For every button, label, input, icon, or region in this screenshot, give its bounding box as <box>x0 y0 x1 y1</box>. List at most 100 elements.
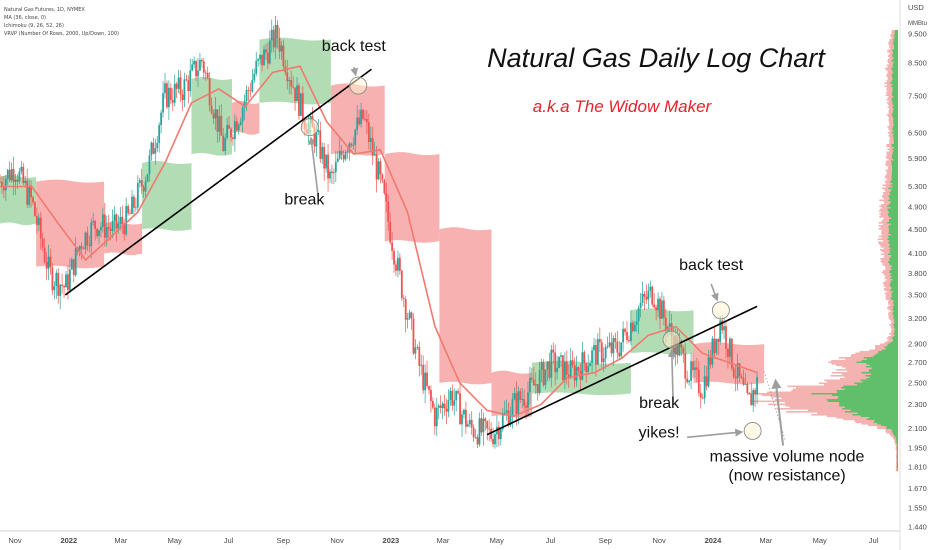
candle-body <box>344 152 347 160</box>
candle-body <box>488 428 491 430</box>
candle-body <box>612 337 615 354</box>
annotation-label-5: massive volume node <box>710 449 865 466</box>
candle-body <box>585 363 588 372</box>
volume-bar-down <box>889 141 898 143</box>
volume-bar-up <box>890 282 898 284</box>
candle-body <box>280 45 283 52</box>
volume-bar-up <box>892 313 898 316</box>
volume-bar-up <box>861 360 898 362</box>
y-tick-label: 6.500 <box>908 129 927 138</box>
candle-body <box>164 83 166 94</box>
volume-bar-up <box>866 358 898 361</box>
candle-body <box>257 58 260 61</box>
candle-body <box>721 320 724 331</box>
volume-bar-up <box>874 420 898 422</box>
trendline-0 <box>64 68 372 296</box>
candle-body <box>220 115 223 136</box>
candle-body <box>266 52 269 64</box>
volume-bar-up <box>838 396 898 398</box>
volume-bar-up <box>893 52 898 55</box>
candle-body <box>628 340 630 342</box>
candle-body <box>754 390 757 395</box>
volume-bar-up <box>888 214 898 217</box>
volume-bar-up <box>836 390 898 392</box>
candle-body <box>694 367 696 371</box>
volume-bar-down <box>888 315 898 317</box>
volume-bar-up <box>892 70 898 73</box>
y-axis-ticks: 9.500 8.500 7.500 6.500 5.900 5.300 4.900 4.500… <box>908 30 927 532</box>
volume-bar-up <box>889 271 898 274</box>
volume-bar-up <box>892 79 898 82</box>
volume-bar-up <box>894 319 898 322</box>
volume-bar-up <box>893 46 898 49</box>
volume-bar-up <box>888 262 898 265</box>
volume-bar-up <box>892 151 898 154</box>
volume-bar-up <box>887 213 898 215</box>
candle-body <box>265 49 267 53</box>
volume-bar-up <box>887 210 898 212</box>
candle-body <box>235 121 238 131</box>
candle-body <box>61 284 64 286</box>
candles-layer <box>0 16 758 449</box>
volume-bar-up <box>895 438 898 440</box>
x-tick-label: Jul <box>869 536 879 545</box>
volume-bar-down <box>886 64 898 67</box>
candle-body <box>422 364 425 391</box>
volume-bar-up <box>891 175 898 178</box>
volume-bar-up <box>842 408 898 410</box>
volume-bar-down <box>888 96 898 98</box>
y-tick-label: 1.810 <box>908 463 927 472</box>
candle-body <box>633 324 636 332</box>
candle-body <box>684 353 687 379</box>
y-tick-label: 3.800 <box>908 269 927 278</box>
annotation-arrow-4 <box>687 428 744 439</box>
volume-bar-down <box>890 36 898 38</box>
volume-bar-down <box>895 445 898 448</box>
candle-body <box>740 376 743 379</box>
candle-body <box>315 131 318 147</box>
volume-bar-down <box>886 340 898 343</box>
candle-body <box>37 217 40 226</box>
candle-body <box>24 180 27 184</box>
volume-bar-down <box>831 363 898 365</box>
candle-body <box>453 400 456 406</box>
volume-bar-down <box>887 90 898 92</box>
candle-body <box>426 372 428 386</box>
candle-body <box>529 377 531 393</box>
candle-body <box>187 80 190 92</box>
candle-body <box>214 109 217 119</box>
candle-body <box>274 24 277 48</box>
candle-body <box>400 270 403 299</box>
volume-bar-up <box>892 88 898 91</box>
candle-body <box>713 338 716 354</box>
candle-body <box>478 418 481 445</box>
candle-body <box>661 300 663 319</box>
volume-bar-up <box>891 178 898 181</box>
volume-bar-down <box>883 273 898 275</box>
volume-bar-up <box>894 147 898 149</box>
volume-bar-up <box>892 115 898 118</box>
candle-body <box>641 293 644 303</box>
volume-bar-up <box>891 268 898 271</box>
candle-body <box>336 158 339 162</box>
candle-body <box>301 93 304 121</box>
candle-body <box>397 257 399 271</box>
candle-body <box>649 286 652 291</box>
volume-bar-up <box>892 324 898 326</box>
candle-body <box>383 180 386 194</box>
x-axis-ticks: Nov 2022 Mar May Jul Sep Nov 2023 Mar May Jul Sep No… <box>8 536 878 545</box>
candle-body <box>686 378 689 383</box>
candle-body <box>156 142 159 149</box>
candle-body <box>565 361 568 375</box>
volume-bar-up <box>893 318 898 320</box>
volume-bar-down <box>893 438 898 440</box>
candle-body <box>690 361 692 381</box>
volume-bar-up <box>871 367 898 370</box>
volume-bar-up <box>893 159 898 161</box>
x-tick-label: Sep <box>277 536 290 545</box>
candle-body <box>505 410 508 413</box>
candle-body <box>688 380 691 383</box>
candle-body <box>189 70 192 92</box>
candle-body <box>608 342 611 347</box>
candle-body <box>583 352 586 364</box>
